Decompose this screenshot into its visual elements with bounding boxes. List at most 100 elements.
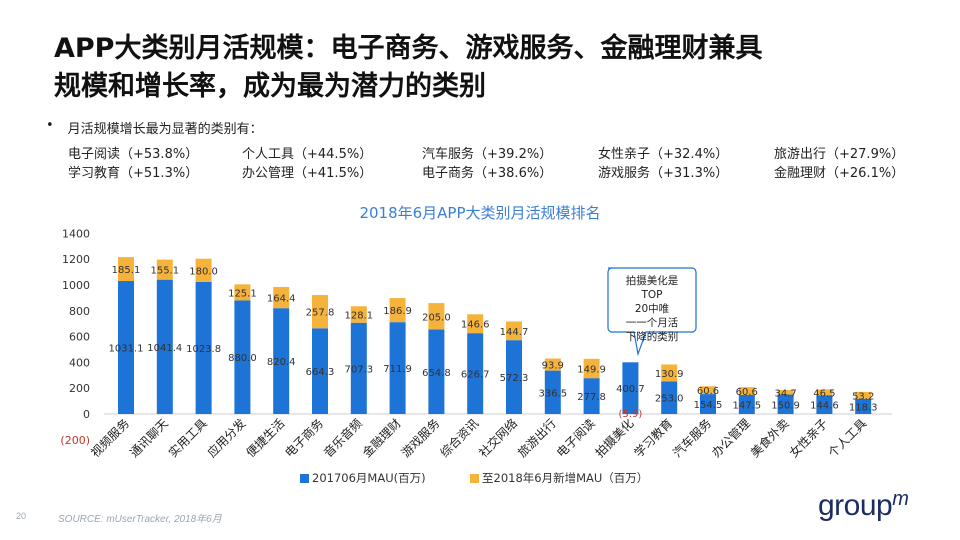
bar-base	[661, 381, 678, 414]
data-label-increment: 46.5	[813, 388, 835, 399]
growth-item: 办公管理（+41.5%）	[242, 166, 373, 181]
bar-base	[118, 280, 134, 414]
chart-title: 2018年6月APP大类别月活规模排名	[359, 204, 600, 222]
data-label-increment: 144.7	[500, 327, 529, 338]
growth-item: 金融理财（+26.1%）	[774, 166, 905, 181]
bar-base	[467, 333, 484, 414]
data-label-increment: (5.9)	[619, 409, 643, 420]
x-tick-label: 金融理财	[359, 416, 404, 461]
callout-text: 下降的类别	[626, 330, 679, 343]
bullet-mark: •	[46, 118, 54, 133]
growth-item: 学习教育（+51.3%）	[68, 166, 199, 181]
bar-base	[350, 322, 367, 414]
bar-increment	[777, 390, 794, 395]
data-label-base: 277.8	[577, 392, 606, 403]
bar-base	[506, 340, 522, 414]
legend-swatch-base	[300, 474, 309, 483]
callout-text: 一一个月活	[626, 317, 679, 329]
data-label-increment: 130.9	[655, 369, 684, 380]
bar-increment	[506, 321, 522, 341]
data-label-base: 147.5	[732, 400, 761, 411]
growth-item: 个人工具（+44.5%）	[242, 147, 373, 162]
data-label-increment: 164.4	[267, 294, 296, 305]
data-label-increment: 186.9	[383, 306, 412, 317]
x-tick-label: 电子阅读	[554, 416, 598, 460]
x-tick-label: 学习教育	[631, 416, 676, 461]
x-tick-label: 游戏服务	[398, 416, 443, 461]
y-tick-label: 1000	[62, 279, 90, 292]
data-label-base: 664.3	[306, 367, 335, 378]
data-label-increment: 125.1	[228, 288, 257, 299]
data-label-base: 654.8	[422, 368, 451, 379]
growth-item: 旅游出行（+27.9%）	[774, 147, 905, 162]
data-label-increment: 149.9	[577, 364, 606, 375]
bar-base	[855, 398, 872, 414]
data-label-increment: 60.6	[736, 387, 758, 398]
bar-base	[273, 308, 290, 414]
x-tick-label: 视频服务	[88, 416, 133, 461]
bar-base	[195, 281, 212, 414]
data-label-base: 1041.4	[147, 343, 182, 354]
bar-base	[583, 378, 600, 414]
x-tick-label: 汽车服务	[670, 416, 715, 461]
bullet-text: 月活规模增长最为显著的类别有：	[67, 122, 263, 137]
x-tick-label: 办公管理	[708, 416, 753, 461]
bar-base	[738, 394, 755, 414]
callout-text: 拍摄美化是	[626, 274, 679, 287]
x-tick-label: 电子商务	[282, 416, 327, 461]
data-label-base: 144.6	[810, 401, 839, 412]
y-tick-label: 1200	[62, 253, 90, 266]
source-note: SOURCE: mUserTracker, 2018年6月	[58, 514, 222, 525]
data-label-increment: 128.1	[344, 310, 373, 321]
bar-increment	[428, 303, 445, 330]
growth-item: 电子商务（+38.6%）	[422, 166, 553, 181]
bar-base	[234, 300, 251, 414]
bar-base	[777, 394, 794, 414]
legend-label-base: 201706月MAU(百万)	[312, 471, 426, 485]
bar-increment	[544, 358, 561, 371]
growth-item: 电子阅读（+53.8%）	[68, 147, 199, 162]
bar-base	[156, 279, 173, 414]
callout-bubble	[607, 267, 697, 357]
x-tick-label: 社交网络	[476, 416, 521, 461]
data-label-base: 150.9	[771, 400, 800, 411]
data-label-increment: 205.0	[422, 312, 451, 323]
y-tick-label: 200	[69, 382, 90, 395]
data-label-increment: 146.6	[461, 320, 490, 331]
groupm-logo: groupm	[818, 488, 909, 523]
bar-increment	[661, 364, 678, 382]
data-label-base: 820.4	[267, 357, 296, 368]
bar-increment	[816, 389, 833, 396]
bar-increment	[467, 314, 484, 334]
growth-item: 汽车服务（+39.2%）	[422, 147, 553, 162]
callout-text: TOP	[640, 289, 662, 301]
bar-increment	[738, 387, 755, 395]
bar-base	[622, 362, 639, 414]
data-label-base: 572.3	[500, 373, 529, 384]
bar-increment	[195, 258, 212, 282]
data-label-base: 336.5	[538, 388, 567, 399]
y-tick-label: 1400	[62, 227, 90, 240]
logo-main: group	[818, 489, 893, 522]
x-tick-label: 女性亲子	[786, 416, 831, 461]
slide-title: APP大类别月活规模：电子商务、游戏服务、金融理财兼具 规模和增长率，成为最为潜…	[54, 30, 934, 106]
bar-increment	[700, 386, 716, 395]
data-label-base: 707.3	[344, 364, 373, 375]
bar-increment	[855, 391, 872, 399]
bullet-intro: • 月活规模增长最为显著的类别有：	[46, 118, 263, 137]
data-label-base: 1031.1	[109, 343, 144, 354]
data-label-base: 1023.8	[186, 344, 221, 355]
data-label-increment: 60.6	[697, 386, 719, 397]
data-label-base: 118.3	[849, 402, 878, 413]
x-tick-label: 应用分发	[204, 416, 249, 461]
data-label-increment: 53.2	[852, 391, 874, 402]
x-tick-label: 便捷生活	[243, 416, 287, 460]
bar-base	[816, 395, 833, 414]
bar-increment	[118, 257, 134, 281]
data-label-increment: 257.8	[306, 308, 335, 319]
data-label-increment: 34.7	[774, 388, 796, 399]
bar-base	[428, 329, 445, 414]
data-label-base: 400.7	[616, 384, 645, 395]
y-tick-label: 400	[69, 356, 90, 369]
x-tick-label: 综合资讯	[437, 416, 482, 461]
